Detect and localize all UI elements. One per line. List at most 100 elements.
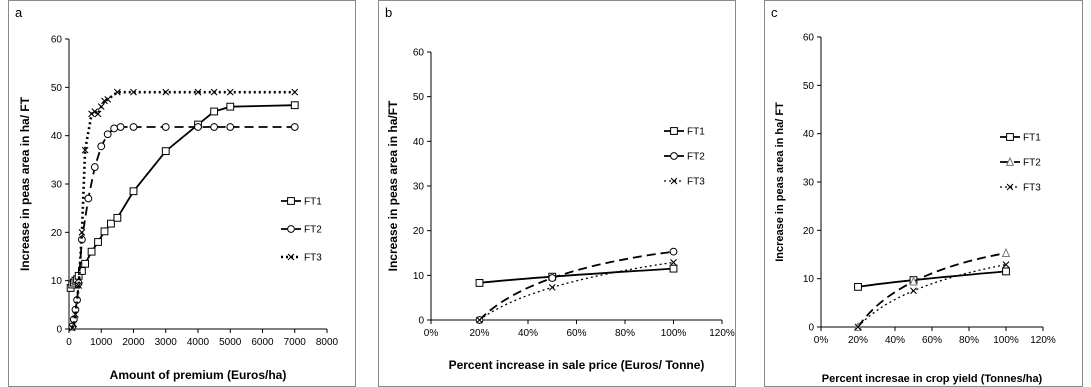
x-tick-label: 20%	[469, 328, 489, 339]
legend-label-ft3: FT3	[687, 177, 705, 188]
x-tick-label: 8000	[316, 337, 339, 348]
data-point-ft2	[290, 123, 299, 131]
data-point-ft1	[107, 219, 115, 228]
panel-label-a: a	[15, 5, 23, 20]
data-point-ft3	[130, 88, 137, 96]
legend-marker-ft2	[287, 225, 295, 233]
data-point-ft3	[226, 88, 234, 96]
data-point-ft3	[68, 324, 76, 332]
x-tick-label: 2000	[122, 337, 145, 348]
data-point-ft3	[113, 88, 121, 96]
y-tick-label: 10	[413, 271, 425, 282]
x-axis-title: Amount of premium (Euros/ha)	[110, 368, 287, 382]
x-tick-label: 7000	[284, 337, 307, 348]
y-tick-label: 20	[51, 228, 63, 239]
series-line-ft2	[857, 252, 1007, 328]
data-point-ft3	[104, 96, 112, 103]
y-tick-label: 60	[803, 33, 815, 44]
panel-label-c: c	[771, 5, 778, 20]
data-point-ft2	[116, 123, 125, 131]
y-tick-label: 30	[803, 178, 815, 189]
legend-label-ft3: FT3	[1023, 183, 1041, 194]
chart-c-svg: 0 10 20 30 40 50 60 0% 20% 40% 60% 80% 100% 120% Perce…	[774, 33, 1056, 386]
y-axis-title: Increase in peas area in ha/ FT	[18, 96, 32, 271]
y-tick-label: 0	[808, 323, 814, 334]
y-tick-label: 40	[51, 131, 63, 142]
data-point-ft2	[1001, 247, 1011, 257]
x-tick-label: 6000	[251, 337, 274, 348]
y-axis-title: Increase in peas area in ha/ FT	[774, 102, 786, 262]
y-tick-label: 50	[803, 81, 815, 92]
y-tick-label: 10	[51, 276, 63, 287]
y-tick-label: 50	[413, 92, 425, 103]
y-tick-label: 30	[51, 180, 63, 191]
x-tick-label: 5000	[219, 337, 242, 348]
x-tick-label: 80%	[959, 335, 979, 346]
legend-marker-ft1	[670, 127, 678, 135]
data-point-ft1	[113, 213, 122, 222]
y-tick-label: 10	[803, 274, 815, 285]
data-point-ft1	[129, 187, 138, 196]
data-point-ft3	[94, 110, 102, 118]
legend-label-ft2: FT2	[687, 152, 705, 163]
data-point-ft1	[87, 247, 96, 256]
chart-b-svg: 0 10 20 30 40 50 60 0% 20% 40% 60% 80% 100% 120% Perce…	[386, 48, 735, 373]
data-point-ft3	[81, 146, 89, 154]
data-point-ft3	[162, 88, 170, 96]
y-tick-label: 0	[56, 325, 62, 336]
data-point-ft3	[210, 88, 218, 96]
chart-panel-a: a 0 10 20 30 40 50 60 0 1000 2000 3000 4000 5000 6000…	[8, 0, 356, 387]
x-tick-label: 40%	[518, 328, 538, 339]
y-tick-label: 60	[51, 35, 63, 46]
legend-marker-ft3	[287, 253, 295, 261]
x-tick-label: 0	[66, 337, 72, 348]
legend-label-ft2: FT2	[1023, 158, 1041, 169]
data-point-ft2	[669, 247, 678, 256]
series-line-ft2	[478, 250, 674, 321]
x-tick-label: 4000	[187, 337, 210, 348]
legend-marker-ft1	[287, 197, 295, 205]
data-point-ft3	[88, 110, 95, 118]
x-tick-label: 40%	[885, 335, 905, 346]
data-point-ft2	[548, 274, 557, 282]
chart-panel-b: b 0 10 20 30 40 50 60 0% 20% 40% 60% 80% 100% 120% Per…	[378, 0, 736, 387]
legend-marker-ft2	[1005, 156, 1015, 166]
x-tick-label: 0%	[814, 335, 829, 346]
legend-marker-ft1	[1006, 133, 1014, 141]
data-point-ft3	[91, 108, 99, 115]
data-point-ft3	[291, 88, 299, 96]
data-point-ft1	[226, 102, 235, 111]
data-point-ft2	[194, 123, 202, 131]
x-tick-label: 60%	[566, 328, 586, 339]
data-point-ft2	[110, 124, 119, 133]
data-point-ft1	[669, 264, 678, 273]
data-point-ft2	[161, 123, 170, 131]
x-tick-label: 80%	[615, 328, 635, 339]
data-point-ft1	[1002, 267, 1010, 276]
data-point-ft1	[100, 227, 109, 236]
data-point-ft1	[290, 101, 299, 110]
data-point-ft2	[103, 130, 112, 139]
data-point-ft3	[75, 282, 83, 289]
data-point-ft3	[72, 311, 79, 318]
chart-a-svg: 0 10 20 30 40 50 60 0 1000 2000 3000 4000 5000 6000 70…	[18, 35, 339, 383]
x-tick-label: 3000	[155, 337, 178, 348]
data-point-ft3	[1002, 261, 1010, 269]
data-point-ft2	[129, 123, 138, 131]
panel-label-b: b	[385, 5, 393, 20]
data-point-ft1	[475, 279, 484, 287]
data-point-ft1	[210, 107, 219, 116]
data-point-ft2	[210, 123, 219, 131]
data-point-ft2	[226, 123, 235, 131]
y-axis-title: Increase in peas area in ha/FT	[386, 100, 400, 271]
x-tick-label: 20%	[848, 335, 868, 346]
x-tick-label: 100%	[661, 328, 687, 339]
data-point-ft3	[194, 88, 202, 96]
data-point-ft2	[97, 142, 106, 151]
legend-marker-ft3	[1006, 183, 1014, 191]
y-tick-label: 50	[51, 83, 63, 94]
y-tick-label: 0	[418, 316, 424, 327]
data-point-ft3	[548, 284, 556, 291]
legend-label-ft1: FT1	[687, 127, 705, 138]
x-tick-label: 100%	[993, 335, 1019, 346]
